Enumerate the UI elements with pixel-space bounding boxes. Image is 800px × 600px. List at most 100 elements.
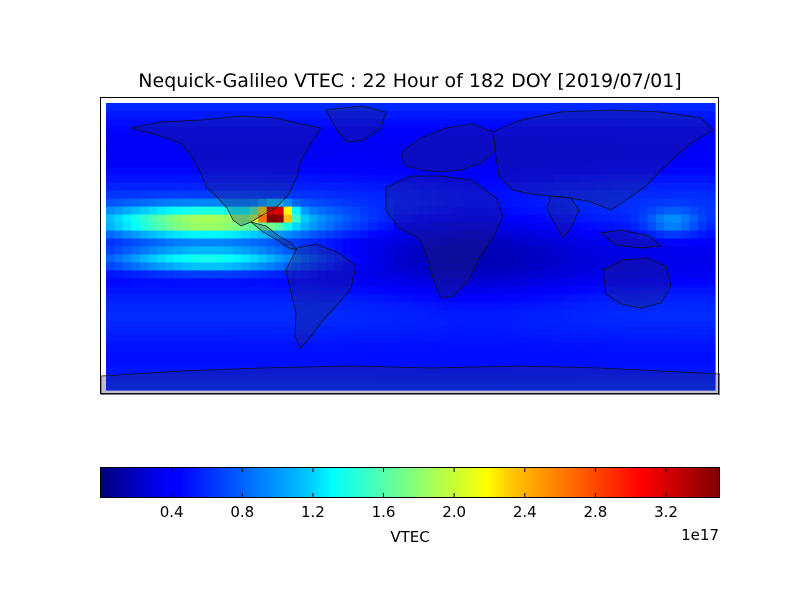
heatmap-cell bbox=[495, 310, 505, 319]
heatmap-cell bbox=[435, 222, 445, 232]
heatmap-cell bbox=[114, 206, 124, 216]
heatmap-cell bbox=[249, 134, 259, 144]
heatmap-cell bbox=[292, 182, 302, 192]
chart-title: Nequick-Galileo VTEC : 22 Hour of 182 DO… bbox=[138, 70, 682, 92]
heatmap-cell bbox=[131, 358, 141, 367]
heatmap-cell bbox=[114, 246, 124, 256]
heatmap-cell bbox=[317, 326, 327, 335]
heatmap-cell bbox=[266, 134, 276, 144]
heatmap-cell bbox=[655, 350, 665, 359]
heatmap-cell bbox=[334, 158, 344, 168]
heatmap-cell bbox=[241, 206, 251, 216]
heatmap-cell bbox=[579, 382, 589, 391]
heatmap-cell bbox=[520, 326, 530, 335]
heatmap-cell bbox=[182, 238, 192, 248]
heatmap-cell bbox=[562, 174, 572, 184]
heatmap-cell bbox=[122, 134, 132, 144]
heatmap-cell bbox=[689, 126, 699, 136]
heatmap-cell bbox=[139, 286, 149, 295]
heatmap-cell bbox=[689, 118, 699, 128]
heatmap-cell bbox=[258, 326, 268, 335]
colorbar-tick-label: 2.4 bbox=[512, 503, 537, 521]
heatmap-cell bbox=[241, 182, 251, 192]
heatmap-cell bbox=[300, 142, 310, 152]
heatmap-cell bbox=[512, 206, 522, 216]
heatmap-cell bbox=[638, 278, 648, 287]
heatmap-cell bbox=[410, 166, 420, 176]
heatmap-cell bbox=[461, 198, 471, 208]
heatmap-cell bbox=[232, 334, 242, 343]
heatmap-cell bbox=[283, 158, 293, 168]
heatmap-cell bbox=[461, 374, 471, 383]
heatmap-cell bbox=[613, 366, 623, 375]
heatmap-cell bbox=[461, 334, 471, 343]
heatmap-cell bbox=[427, 222, 437, 232]
heatmap-cell bbox=[596, 358, 606, 367]
heatmap-cell bbox=[452, 206, 462, 216]
heatmap-cell bbox=[520, 254, 530, 264]
heatmap-cell bbox=[139, 350, 149, 359]
heatmap-cell bbox=[435, 214, 445, 224]
heatmap-cell bbox=[283, 230, 293, 240]
heatmap-cell bbox=[630, 294, 640, 303]
heatmap-cell bbox=[621, 190, 632, 200]
heatmap-cell bbox=[376, 374, 386, 383]
heatmap-cell bbox=[266, 310, 276, 319]
heatmap-cell bbox=[605, 158, 615, 168]
heatmap-cell bbox=[706, 358, 716, 367]
heatmap-cell bbox=[418, 134, 429, 144]
heatmap-cell bbox=[190, 262, 200, 272]
heatmap-cell bbox=[613, 166, 623, 176]
heatmap-cell bbox=[165, 350, 175, 359]
heatmap-cell bbox=[495, 302, 505, 311]
heatmap-cell bbox=[621, 358, 632, 367]
heatmap-cell bbox=[393, 262, 403, 272]
heatmap-cell bbox=[520, 238, 530, 248]
heatmap-cell bbox=[689, 318, 699, 327]
heatmap-cell bbox=[207, 286, 217, 295]
heatmap-cell bbox=[300, 103, 310, 112]
heatmap-cell bbox=[630, 262, 640, 272]
heatmap-cell bbox=[554, 174, 564, 184]
heatmap-cell bbox=[283, 206, 293, 216]
heatmap-cell bbox=[131, 126, 141, 136]
heatmap-cell bbox=[503, 366, 513, 375]
heatmap-cell bbox=[418, 110, 429, 120]
heatmap-cell bbox=[461, 278, 471, 287]
heatmap-cell bbox=[368, 126, 378, 136]
heatmap-cell bbox=[528, 222, 538, 232]
heatmap-cell bbox=[199, 103, 209, 112]
heatmap-cell bbox=[469, 254, 479, 264]
heatmap-cell bbox=[638, 198, 648, 208]
heatmap-cell bbox=[621, 134, 632, 144]
heatmap-cell bbox=[199, 382, 209, 391]
heatmap-cell bbox=[199, 294, 209, 303]
heatmap-cell bbox=[655, 302, 665, 311]
heatmap-cell bbox=[630, 142, 640, 152]
heatmap-cell bbox=[190, 318, 200, 327]
heatmap-cell bbox=[148, 190, 158, 200]
heatmap-cell bbox=[249, 342, 259, 351]
heatmap-cell bbox=[224, 198, 234, 208]
heatmap-cell bbox=[444, 246, 454, 256]
heatmap-cell bbox=[309, 103, 319, 112]
heatmap-cell bbox=[190, 118, 200, 128]
heatmap-cell bbox=[512, 158, 522, 168]
heatmap-cell bbox=[106, 334, 116, 343]
heatmap-cell bbox=[562, 382, 572, 391]
heatmap-cell bbox=[283, 126, 293, 136]
heatmap-cell bbox=[706, 238, 716, 248]
heatmap-cell bbox=[334, 342, 344, 351]
heatmap-cell bbox=[444, 382, 454, 391]
heatmap-cell bbox=[689, 214, 699, 224]
heatmap-cell bbox=[647, 254, 657, 264]
heatmap-cell bbox=[106, 134, 116, 144]
heatmap-cell bbox=[435, 278, 445, 287]
heatmap-cell bbox=[393, 270, 403, 279]
heatmap-cell bbox=[562, 150, 572, 160]
heatmap-cell bbox=[156, 270, 166, 279]
heatmap-cell bbox=[410, 278, 420, 287]
heatmap-cell bbox=[402, 150, 412, 160]
heatmap-cell bbox=[655, 366, 665, 375]
heatmap-cell bbox=[215, 206, 226, 216]
